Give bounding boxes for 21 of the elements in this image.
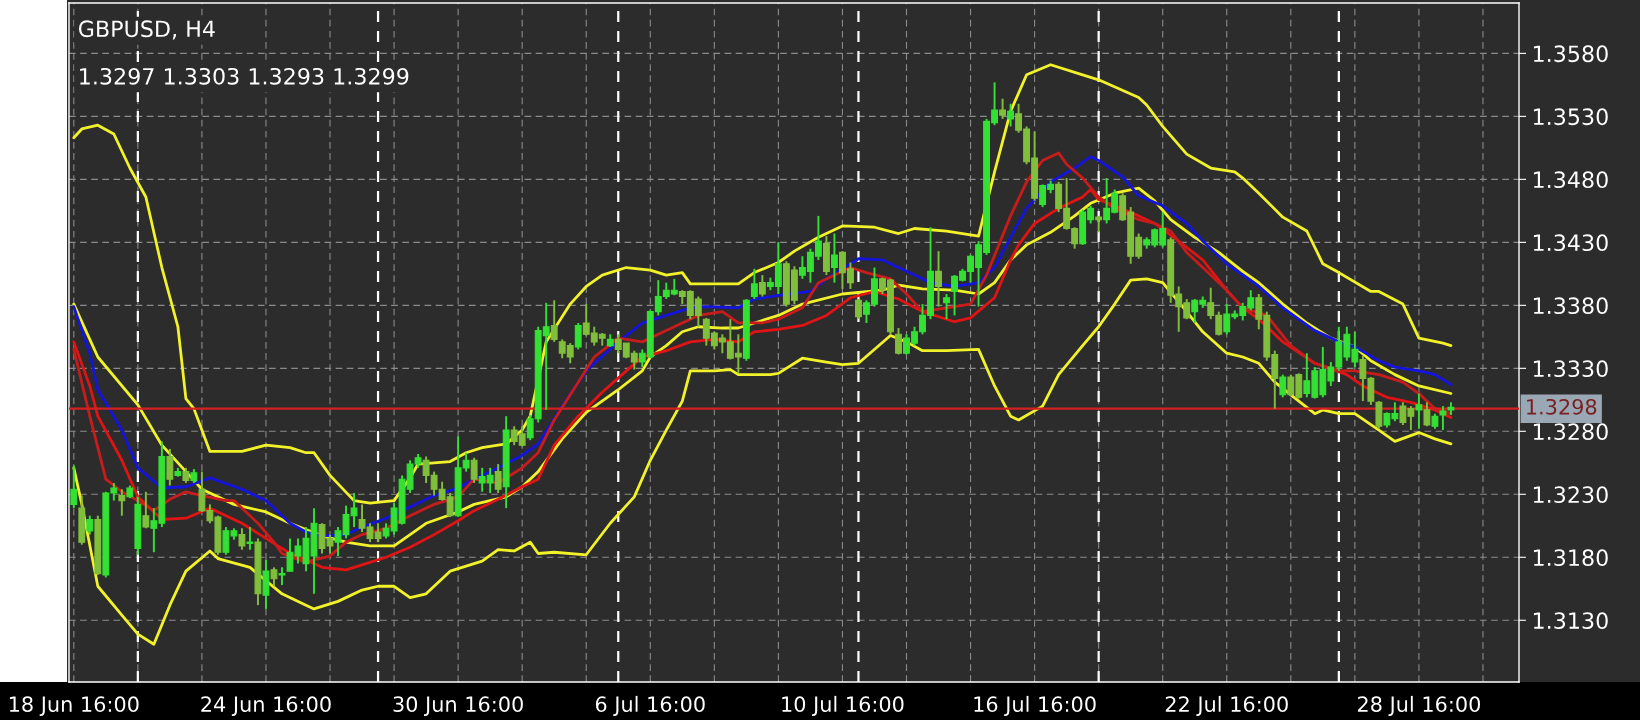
y-tick-label: 1.3330 bbox=[1533, 360, 1608, 378]
y-tick-label: 1.3230 bbox=[1533, 486, 1608, 504]
x-tick-label: 16 Jul 16:00 bbox=[974, 695, 1096, 716]
x-tick-label: 10 Jul 16:00 bbox=[782, 695, 904, 716]
y-tick-label: 1.3130 bbox=[1533, 612, 1608, 630]
y-tick-label: 1.3430 bbox=[1533, 234, 1608, 252]
y-tick-label: 1.3380 bbox=[1533, 297, 1608, 315]
y-tick-label: 1.3280 bbox=[1533, 423, 1608, 441]
y-tick-label: 1.3580 bbox=[1533, 45, 1608, 63]
y-tick-label: 1.3530 bbox=[1533, 108, 1608, 126]
x-tick-label: 24 Jun 16:00 bbox=[201, 696, 331, 716]
x-tick-label: 22 Jul 16:00 bbox=[1165, 695, 1288, 716]
text: 1.3297 1.3303 1.3293 1.3299 bbox=[80, 67, 409, 85]
y-tick-label: 1.3480 bbox=[1533, 171, 1608, 189]
ref-line-label: 1.3298 bbox=[1527, 398, 1597, 415]
y-tick-label: 1.3180 bbox=[1533, 549, 1608, 567]
x-tick-label: 18 Jun 16:00 bbox=[9, 696, 139, 716]
text: GBPUSD, H4 bbox=[78, 20, 215, 40]
x-tick-label: 30 Jun 16:00 bbox=[393, 696, 523, 716]
x-tick-label: 28 Jul 16:00 bbox=[1357, 695, 1480, 716]
x-tick-label: 6 Jul 16:00 bbox=[595, 695, 705, 716]
